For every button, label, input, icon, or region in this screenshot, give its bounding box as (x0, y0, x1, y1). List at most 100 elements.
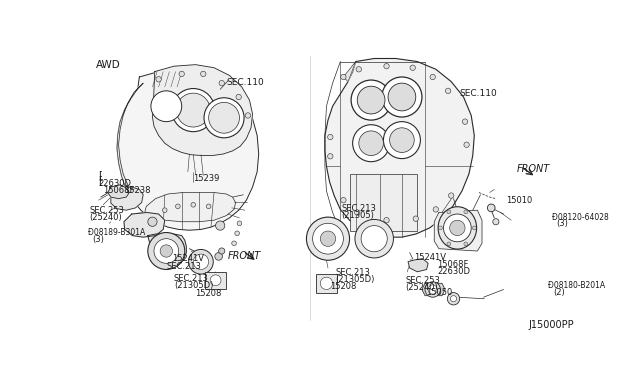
Circle shape (175, 204, 180, 209)
Circle shape (447, 210, 451, 214)
Text: 22630D: 22630D (437, 267, 470, 276)
Text: (21305D): (21305D) (336, 275, 375, 284)
Text: (2): (2) (553, 288, 564, 297)
Text: (3): (3) (92, 235, 104, 244)
Circle shape (189, 250, 213, 274)
Circle shape (193, 254, 209, 269)
Polygon shape (124, 212, 164, 237)
Text: 15241V: 15241V (172, 254, 204, 263)
Circle shape (472, 226, 476, 230)
Text: Ð08120-64028: Ð08120-64028 (552, 212, 609, 221)
Text: (3): (3) (557, 219, 568, 228)
Text: Ð08180-B201A: Ð08180-B201A (548, 281, 605, 290)
Circle shape (236, 94, 241, 100)
Circle shape (206, 204, 211, 209)
Text: SEC.110: SEC.110 (227, 78, 264, 87)
Text: J15000PP: J15000PP (528, 320, 574, 330)
Text: 15050: 15050 (427, 288, 453, 297)
Polygon shape (111, 187, 143, 210)
Circle shape (245, 113, 251, 118)
Text: FRONT: FRONT (228, 251, 261, 261)
Circle shape (433, 207, 438, 212)
Text: (25240): (25240) (405, 283, 438, 292)
Circle shape (384, 64, 389, 69)
Circle shape (320, 277, 333, 289)
Circle shape (382, 77, 422, 117)
Polygon shape (148, 233, 186, 268)
Bar (349, 174, 417, 231)
Bar (205, 272, 227, 289)
Text: 15208: 15208 (196, 289, 222, 298)
Circle shape (163, 208, 167, 212)
Text: SEC.213: SEC.213 (166, 262, 201, 271)
Circle shape (451, 296, 456, 302)
Circle shape (464, 210, 468, 214)
Circle shape (148, 232, 185, 269)
Circle shape (488, 204, 495, 212)
Text: SEC.253: SEC.253 (90, 206, 124, 215)
Circle shape (361, 225, 387, 252)
Circle shape (493, 219, 499, 225)
Text: Ð08189-B301A: Ð08189-B301A (88, 228, 145, 237)
Circle shape (328, 154, 333, 159)
Circle shape (216, 221, 225, 230)
Circle shape (430, 74, 435, 80)
Circle shape (328, 134, 333, 140)
Polygon shape (408, 259, 428, 272)
Polygon shape (108, 185, 129, 199)
Circle shape (357, 86, 385, 114)
Text: SEC.253: SEC.253 (405, 276, 440, 285)
Text: AWD: AWD (95, 60, 120, 70)
Circle shape (340, 74, 346, 80)
Circle shape (307, 217, 349, 260)
Circle shape (148, 217, 157, 226)
Circle shape (154, 239, 179, 263)
Text: 15068F: 15068F (103, 186, 134, 195)
Text: 22630D: 22630D (99, 179, 132, 188)
Circle shape (172, 89, 215, 132)
Circle shape (383, 122, 420, 158)
Polygon shape (344, 62, 356, 81)
Text: 15238: 15238 (124, 186, 150, 195)
Circle shape (438, 226, 442, 230)
Circle shape (449, 193, 454, 198)
Circle shape (219, 80, 225, 86)
Circle shape (232, 241, 236, 246)
Text: 15239: 15239 (193, 174, 220, 183)
Circle shape (320, 231, 336, 246)
Polygon shape (117, 69, 259, 230)
Circle shape (464, 242, 468, 246)
Circle shape (359, 131, 383, 155)
Circle shape (200, 71, 206, 77)
Circle shape (356, 67, 362, 72)
Text: SEC.213: SEC.213 (174, 274, 209, 283)
Ellipse shape (438, 207, 477, 249)
Text: FRONT: FRONT (516, 164, 550, 174)
Circle shape (209, 102, 239, 133)
Circle shape (215, 253, 223, 260)
Circle shape (355, 219, 394, 258)
Circle shape (388, 83, 416, 111)
Text: 15241V: 15241V (414, 253, 446, 262)
Circle shape (210, 275, 221, 286)
Circle shape (450, 220, 465, 235)
Text: 15068F: 15068F (437, 260, 468, 269)
Text: (25240): (25240) (90, 213, 122, 222)
Circle shape (312, 223, 344, 254)
Circle shape (447, 293, 460, 305)
Circle shape (353, 125, 390, 162)
Circle shape (204, 98, 244, 138)
Circle shape (237, 221, 242, 225)
Circle shape (444, 214, 471, 242)
Circle shape (340, 198, 346, 203)
Text: (21305): (21305) (341, 211, 374, 220)
Polygon shape (325, 58, 474, 237)
Text: [: [ (99, 175, 102, 185)
Text: SEC.213: SEC.213 (341, 204, 376, 213)
Text: (21305D): (21305D) (174, 281, 213, 290)
Polygon shape (422, 283, 445, 296)
Circle shape (179, 71, 184, 77)
Circle shape (351, 80, 391, 120)
Circle shape (384, 218, 389, 223)
Polygon shape (117, 83, 143, 192)
